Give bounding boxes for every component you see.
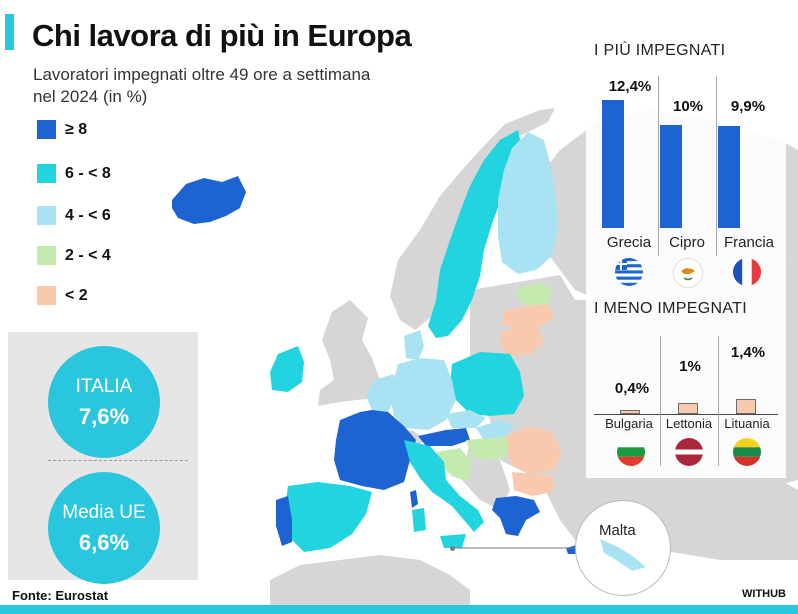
top-bar-1 <box>602 100 624 228</box>
bottom-cat-1: Bulgaria <box>605 416 653 431</box>
media-ue-circle: Media UE 6,6% <box>48 472 160 584</box>
bulgaria <box>512 472 554 496</box>
hungary <box>466 436 514 460</box>
baseline <box>594 414 778 415</box>
sardinia <box>412 508 426 532</box>
bottom-bar-3 <box>736 399 756 414</box>
top-bar-value-3: 9,9% <box>730 98 766 115</box>
legend-label: < 2 <box>65 287 88 304</box>
bottom-bar-1 <box>620 410 640 414</box>
top-heading: I PIÙ IMPEGNATI <box>594 42 726 59</box>
bottom-cat-2: Lettonia <box>665 416 713 431</box>
top-bar-value-2: 10% <box>672 98 704 115</box>
italia-value: 7,6% <box>78 404 130 429</box>
legend-swatch <box>37 164 56 183</box>
ireland <box>270 346 304 392</box>
bulgaria-flag <box>617 438 645 466</box>
subtitle-line-2: nel 2024 (in %) <box>33 87 148 106</box>
lithuania-flag <box>733 438 761 466</box>
legend-label: ≥ 8 <box>65 121 88 138</box>
subtitle-line-1: Lavoratori impegnati oltre 49 ore a sett… <box>33 65 371 84</box>
finland <box>498 132 558 274</box>
subtitle: Lavoratori impegnati oltre 49 ore a sett… <box>33 64 473 108</box>
bottom-bar-2 <box>678 403 698 414</box>
source-note: Fonte: Eurostat <box>12 588 109 603</box>
page-title: Chi lavora di più in Europa <box>32 18 412 53</box>
slovenia-croatia <box>436 448 472 482</box>
legend-label: 6 - < 8 <box>65 165 111 182</box>
summary-panel: ITALIA 7,6% Media UE 6,6% <box>8 332 198 584</box>
romania <box>506 426 562 474</box>
czechia <box>446 410 486 428</box>
legend-swatch <box>37 286 56 305</box>
divider-dotted <box>48 460 188 461</box>
greece <box>492 496 540 536</box>
uk <box>318 300 380 406</box>
malta-label: Malta <box>599 522 636 539</box>
bottom-bar-value-2: 1% <box>679 358 701 375</box>
legend-item: 4 - < 6 <box>37 204 177 228</box>
france <box>334 410 416 490</box>
legend-swatch <box>37 246 56 265</box>
top-bar-value-1: 12,4% <box>608 78 652 95</box>
media-ue-label: Media UE <box>62 502 146 523</box>
legend-item: 2 - < 4 <box>37 244 177 268</box>
italy <box>404 440 484 532</box>
north-africa <box>270 555 470 605</box>
divider <box>718 336 719 466</box>
brand-logo: WITHUB <box>742 588 786 600</box>
divider <box>660 336 661 466</box>
latvia-flag <box>675 438 703 466</box>
legend-item: 6 - < 8 <box>37 162 177 186</box>
malta-inset <box>575 500 671 596</box>
bottom-cat-3: Lituania <box>724 416 770 431</box>
top-bar-2 <box>660 125 682 228</box>
divider <box>658 76 659 256</box>
latvia <box>502 304 554 330</box>
italia-circle: ITALIA 7,6% <box>48 346 160 458</box>
top-cat-1: Grecia <box>606 234 652 251</box>
top-bar-3 <box>718 126 740 228</box>
bottom-bar-value-1: 0,4% <box>614 380 650 397</box>
lithuania <box>500 328 544 356</box>
italia-label: ITALIA <box>75 376 133 397</box>
sicily <box>440 534 466 548</box>
ranking-panel: I PIÙ IMPEGNATI 12,4% 10% 9,9% Grecia Ci… <box>586 36 786 478</box>
slovakia <box>476 420 514 440</box>
sweden <box>428 130 522 338</box>
legend-label: 2 - < 4 <box>65 247 111 264</box>
media-ue-value: 6,6% <box>78 530 130 555</box>
legend-swatch <box>37 120 56 139</box>
norway <box>390 108 555 330</box>
malta-marker <box>450 546 455 551</box>
top-cat-3: Francia <box>723 234 775 251</box>
bottom-heading: I MENO IMPEGNATI <box>594 300 747 317</box>
bottom-bar-value-3: 1,4% <box>730 344 766 361</box>
accent-bar <box>5 14 14 50</box>
legend-item: < 2 <box>37 284 177 308</box>
france-flag <box>733 258 761 286</box>
legend-swatch <box>37 206 56 225</box>
divider <box>716 76 717 256</box>
top-cat-2: Cipro <box>669 234 705 251</box>
benelux <box>366 374 396 412</box>
cyprus-flag <box>673 258 703 288</box>
iceland <box>172 176 246 224</box>
corsica <box>410 490 418 508</box>
austria <box>418 428 470 446</box>
legend-item: ≥ 8 <box>37 118 177 142</box>
estonia <box>518 282 552 306</box>
poland <box>450 352 524 416</box>
portugal <box>276 496 292 546</box>
legend-label: 4 - < 6 <box>65 207 111 224</box>
spain <box>286 482 372 552</box>
germany <box>390 358 456 430</box>
denmark <box>404 330 424 360</box>
bottom-accent-bar <box>0 605 798 614</box>
